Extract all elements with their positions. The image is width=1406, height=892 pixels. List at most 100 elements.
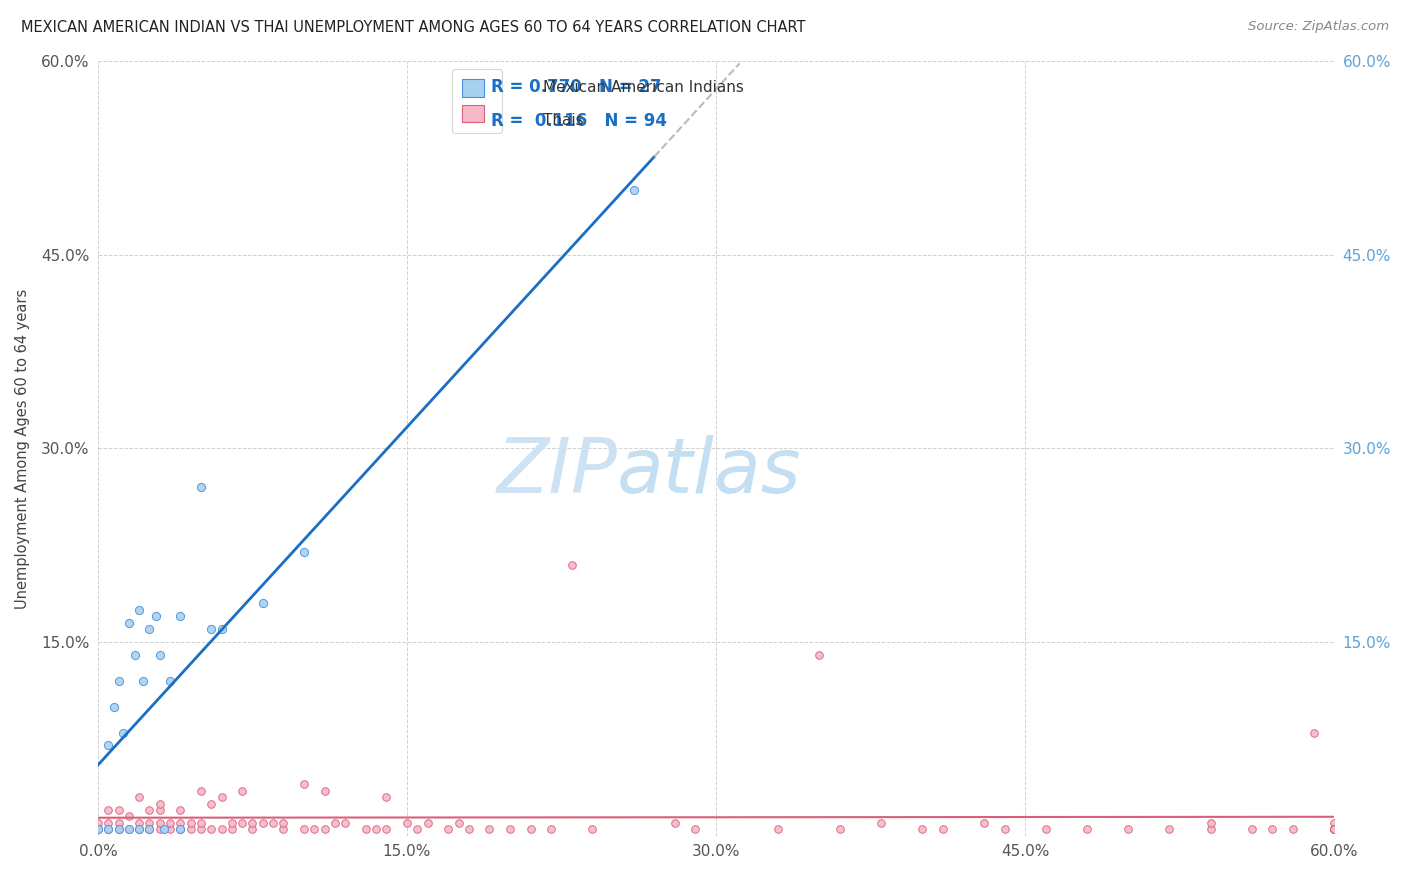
Point	[447, 816, 470, 830]
Point	[190, 822, 212, 837]
Point	[375, 822, 398, 837]
Point	[190, 480, 212, 494]
Point	[314, 822, 336, 837]
Point	[354, 822, 377, 837]
Point	[292, 777, 315, 791]
Point	[107, 816, 129, 830]
Point	[169, 803, 191, 817]
Point	[561, 558, 583, 572]
Point	[211, 790, 233, 805]
Point	[1199, 822, 1222, 837]
Point	[581, 822, 603, 837]
Point	[364, 822, 387, 837]
Text: Source: ZipAtlas.com: Source: ZipAtlas.com	[1249, 20, 1389, 33]
Point	[211, 822, 233, 837]
Point	[180, 822, 202, 837]
Text: Mexican American Indians: Mexican American Indians	[543, 80, 744, 95]
Y-axis label: Unemployment Among Ages 60 to 64 years: Unemployment Among Ages 60 to 64 years	[15, 288, 30, 608]
Point	[1261, 822, 1284, 837]
Point	[973, 816, 995, 830]
Point	[132, 673, 155, 688]
Text: R =  0.116   N = 94: R = 0.116 N = 94	[491, 112, 666, 130]
Point	[335, 816, 357, 830]
Point	[499, 822, 522, 837]
Point	[931, 822, 953, 837]
Point	[128, 822, 150, 837]
Point	[375, 790, 398, 805]
Point	[262, 816, 284, 830]
Point	[111, 725, 134, 739]
Point	[169, 822, 191, 837]
Point	[138, 822, 160, 837]
Text: R = 0.770   N = 27: R = 0.770 N = 27	[491, 78, 662, 96]
Point	[169, 822, 191, 837]
Point	[87, 822, 110, 837]
Point	[97, 816, 120, 830]
Point	[457, 822, 479, 837]
Legend: , : ,	[451, 69, 502, 133]
Point	[623, 183, 645, 197]
Point	[1323, 822, 1346, 837]
Point	[169, 816, 191, 830]
Point	[1240, 822, 1263, 837]
Point	[1159, 822, 1181, 837]
Point	[159, 816, 181, 830]
Point	[1323, 822, 1346, 837]
Point	[231, 783, 253, 797]
Point	[540, 822, 562, 837]
Point	[128, 603, 150, 617]
Point	[478, 822, 501, 837]
Point	[153, 822, 176, 837]
Point	[180, 816, 202, 830]
Point	[138, 822, 160, 837]
Point	[406, 822, 429, 837]
Point	[828, 822, 851, 837]
Point	[159, 822, 181, 837]
Point	[124, 648, 146, 662]
Point	[323, 816, 346, 830]
Point	[1302, 725, 1324, 739]
Point	[107, 822, 129, 837]
Point	[1282, 822, 1305, 837]
Point	[292, 545, 315, 559]
Point	[128, 790, 150, 805]
Point	[138, 803, 160, 817]
Text: ZIP: ZIP	[496, 434, 617, 508]
Point	[1116, 822, 1139, 837]
Point	[221, 816, 243, 830]
Point	[149, 803, 172, 817]
Point	[664, 816, 686, 830]
Point	[911, 822, 934, 837]
Point	[416, 816, 439, 830]
Point	[1323, 822, 1346, 837]
Point	[118, 615, 141, 630]
Point	[118, 822, 141, 837]
Point	[252, 596, 274, 610]
Point	[1323, 816, 1346, 830]
Point	[242, 822, 264, 837]
Point	[169, 609, 191, 624]
Text: atlas: atlas	[617, 434, 801, 508]
Text: Thais: Thais	[543, 113, 583, 128]
Point	[221, 822, 243, 837]
Text: MEXICAN AMERICAN INDIAN VS THAI UNEMPLOYMENT AMONG AGES 60 TO 64 YEARS CORRELATI: MEXICAN AMERICAN INDIAN VS THAI UNEMPLOY…	[21, 20, 806, 35]
Point	[870, 816, 893, 830]
Point	[314, 783, 336, 797]
Point	[128, 822, 150, 837]
Point	[304, 822, 326, 837]
Point	[149, 797, 172, 811]
Point	[1199, 816, 1222, 830]
Point	[766, 822, 789, 837]
Point	[138, 816, 160, 830]
Point	[273, 822, 295, 837]
Point	[292, 822, 315, 837]
Point	[87, 822, 110, 837]
Point	[159, 673, 181, 688]
Point	[1323, 822, 1346, 837]
Point	[107, 822, 129, 837]
Point	[252, 816, 274, 830]
Point	[395, 816, 418, 830]
Point	[273, 816, 295, 830]
Point	[211, 622, 233, 636]
Point	[685, 822, 707, 837]
